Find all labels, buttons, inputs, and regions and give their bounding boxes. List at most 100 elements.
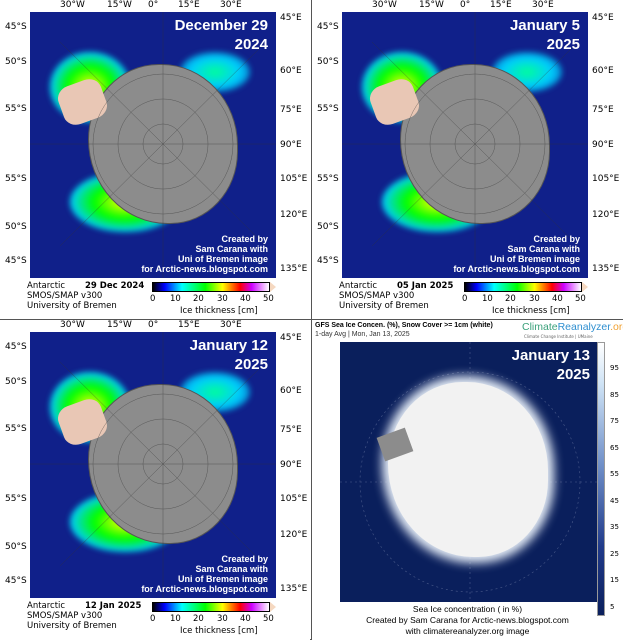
tick: 30 <box>529 294 540 304</box>
tick: 50 <box>263 294 274 304</box>
tick: 0 <box>150 614 156 624</box>
lat-label: 55°S <box>317 174 339 184</box>
map-date-title: January 12 2025 <box>190 336 268 374</box>
image-date: 05 Jan 2025 <box>397 281 454 291</box>
lon-label: 0° <box>148 0 159 10</box>
lon-label: 15°E <box>178 320 200 330</box>
colorbar-label: Ice thickness [cm] <box>180 306 258 316</box>
lon-label: 30°E <box>220 320 242 330</box>
source-info: Antarctic 05 Jan 2025 SMOS/SMAP v300 Uni… <box>339 281 453 311</box>
institution-label: University of Bremen <box>27 621 117 631</box>
sea-ice-map: January 12 2025 Created by Sam Carana wit… <box>30 332 276 598</box>
caption-line: with climatereanalyzer.org image <box>405 626 530 636</box>
lon-label: 30°W <box>372 0 397 10</box>
tick: 20 <box>505 294 516 304</box>
lon-label: 120°E <box>280 210 308 220</box>
legend-tick: 85 <box>610 390 619 399</box>
tick: 0 <box>150 294 156 304</box>
thickness-map-panel: 30°W 15°W 0° 15°E 30°E 45°S 50°S 55°S 55… <box>0 0 311 319</box>
map-date-title: January 5 2025 <box>510 16 580 54</box>
image-date: 29 Dec 2024 <box>85 281 145 291</box>
lat-label: 50°S <box>5 57 27 67</box>
colorbar-extend-arrow <box>582 282 588 292</box>
lat-label: 45°S <box>5 576 27 586</box>
lat-label: 45°S <box>317 256 339 266</box>
lon-label: 120°E <box>280 530 308 540</box>
lon-label: 135°E <box>280 264 308 274</box>
lat-label: 45°S <box>5 22 27 32</box>
divider-vertical <box>310 0 312 640</box>
colorbar <box>152 602 270 612</box>
lon-label: 15°W <box>107 0 132 10</box>
map-date-title: December 29 2024 <box>175 16 268 54</box>
credit-text: Created by Sam Carana with Uni of Bremen… <box>141 554 268 594</box>
lat-label: 50°S <box>317 222 339 232</box>
legend-tick: 65 <box>610 443 619 452</box>
lat-label: 45°S <box>5 256 27 266</box>
tick: 10 <box>170 294 181 304</box>
caption-line: Created by Sam Carana for Arctic-news.bl… <box>366 615 569 625</box>
credit-text: Created by Sam Carana with Uni of Bremen… <box>141 234 268 274</box>
credit-line: Sam Carana with <box>195 564 268 574</box>
lon-label: 15°W <box>107 320 132 330</box>
lat-label: 55°S <box>5 424 27 434</box>
thickness-map-panel: 30°W 15°W 0° 15°E 30°E 45°S 50°S 55°S 55… <box>312 0 623 319</box>
logo-subtitle: Climate Change Institute | UMaine <box>524 334 593 339</box>
credit-line: Created by <box>221 234 268 244</box>
lat-label: 55°S <box>317 104 339 114</box>
credit-line: for Arctic-news.blogspot.com <box>141 264 268 274</box>
credit-line: Uni of Bremen image <box>177 254 268 264</box>
lat-label: 50°S <box>5 542 27 552</box>
lat-label: 55°S <box>5 174 27 184</box>
lon-label: 105°E <box>592 174 620 184</box>
tick: 40 <box>240 294 251 304</box>
tick: 40 <box>552 294 563 304</box>
lon-label: 75°E <box>592 105 614 115</box>
region-label: Antarctic <box>27 601 66 611</box>
lon-label: 45°E <box>592 13 614 23</box>
lon-label: 15°W <box>419 0 444 10</box>
tick: 30 <box>217 294 228 304</box>
tick: 50 <box>575 294 586 304</box>
lon-label: 0° <box>460 0 471 10</box>
lon-label: 45°E <box>280 13 302 23</box>
tick: 40 <box>240 614 251 624</box>
gfs-sea-ice-panel: GFS Sea Ice Concen. (%), Snow Cover >= 1… <box>312 320 623 639</box>
source-info: Antarctic 12 Jan 2025 SMOS/SMAP v300 Uni… <box>27 601 141 631</box>
credit-line: Sam Carana with <box>195 244 268 254</box>
lon-label: 120°E <box>592 210 620 220</box>
lon-label: 75°E <box>280 425 302 435</box>
title-line-2: 2025 <box>234 356 268 373</box>
credit-line: Uni of Bremen image <box>177 574 268 584</box>
lon-label: 90°E <box>592 140 614 150</box>
thickness-map-panel: 30°W 15°W 0° 15°E 30°E 45°S 50°S 55°S 55… <box>0 320 311 639</box>
legend-tick: 35 <box>610 523 619 531</box>
colorbar <box>464 282 582 292</box>
sea-ice-concentration-map: January 13 2025 <box>340 342 598 602</box>
legend-tick: 45 <box>610 496 619 505</box>
graticule <box>30 332 276 598</box>
region-label: Antarctic <box>339 281 378 291</box>
graticule <box>30 12 276 278</box>
lon-label: 60°E <box>280 386 302 396</box>
lon-label: 30°W <box>60 0 85 10</box>
gfs-subheader: 1-day Avg | Mon, Jan 13, 2025 <box>315 331 410 338</box>
colorbar-extend-arrow <box>270 282 276 292</box>
sea-ice-map: December 29 2024 Created by Sam Carana wi… <box>30 12 276 278</box>
region-label: Antarctic <box>27 281 66 291</box>
legend-tick: 5 <box>610 602 615 611</box>
credit-line: Created by <box>221 554 268 564</box>
lon-label: 30°E <box>220 0 242 10</box>
divider-horizontal <box>0 318 623 320</box>
credit-line: Created by <box>533 234 580 244</box>
lon-label: 105°E <box>280 494 308 504</box>
credit-text: Created by Sam Carana with Uni of Bremen… <box>453 234 580 274</box>
product-label: SMOS/SMAP v300 <box>339 291 415 301</box>
colorbar-label: Ice thickness [cm] <box>180 626 258 636</box>
concentration-legend-bar <box>597 342 605 616</box>
title-line-1: January 13 <box>511 347 590 364</box>
title-line-2: 2024 <box>234 36 268 53</box>
institution-label: University of Bremen <box>339 301 429 311</box>
product-label: SMOS/SMAP v300 <box>27 611 103 621</box>
lat-label: 55°S <box>5 494 27 504</box>
